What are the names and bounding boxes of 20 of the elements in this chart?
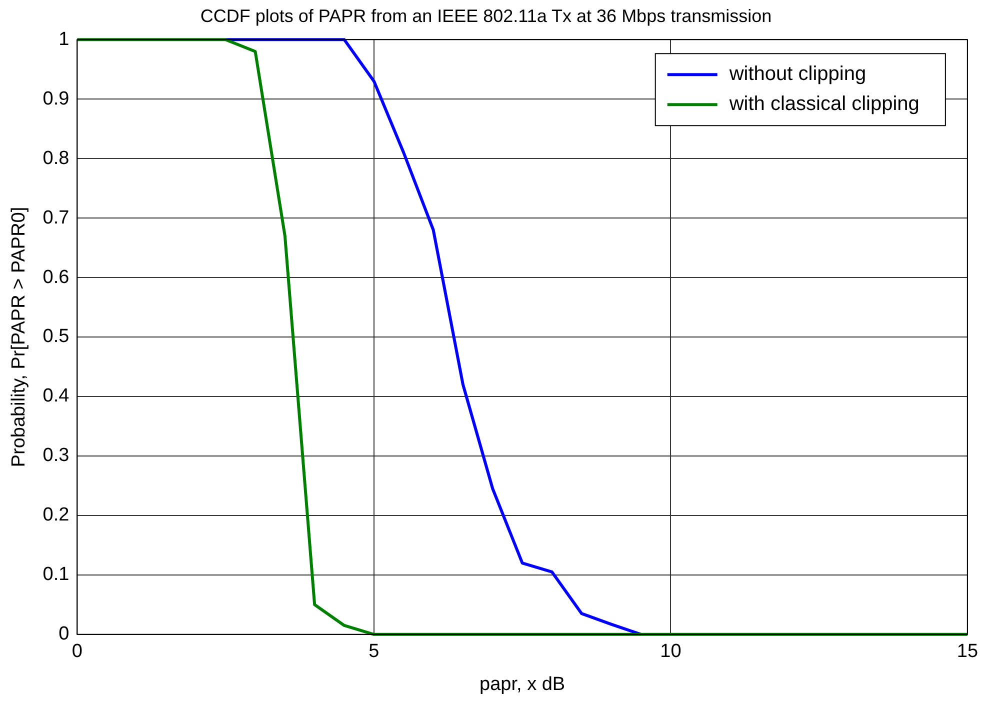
x-tick-label: 0: [72, 641, 82, 662]
y-tick-label: 0.1: [42, 564, 70, 586]
y-tick-label: 0: [58, 624, 70, 645]
legend-label: with classical clipping: [728, 93, 920, 116]
y-tick-label: 0.9: [42, 88, 70, 110]
y-axis-title: Probability, Pr[PAPR > PAPR0]: [8, 206, 30, 468]
y-tick-label: 0.8: [42, 148, 70, 169]
y-tick-label: 1: [58, 28, 70, 50]
y-tick-label: 0.4: [42, 386, 70, 407]
chart-title: CCDF plots of PAPR from an IEEE 802.11a Tx at 36 Mbps transmission: [200, 6, 772, 26]
x-tick-label: 15: [956, 641, 978, 662]
y-tick-label: 0.6: [42, 266, 70, 288]
y-tick-label: 0.3: [42, 445, 70, 466]
y-tick-label: 0.2: [42, 504, 70, 526]
y-tick-label: 0.5: [42, 326, 70, 348]
x-axis-title: papr, x dB: [480, 674, 566, 695]
legend-label: without clipping: [728, 63, 866, 86]
x-tick-label: 10: [660, 641, 682, 662]
y-tick-label: 0.7: [42, 207, 70, 228]
x-tick-label: 5: [368, 641, 380, 662]
